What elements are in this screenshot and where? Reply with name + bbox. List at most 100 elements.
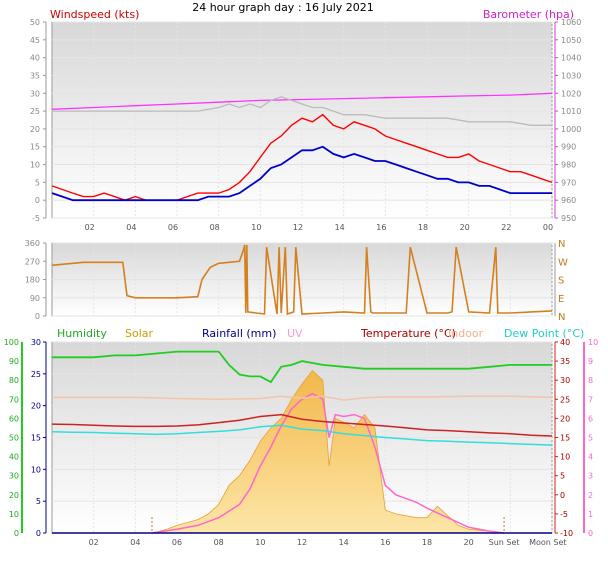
time-tick-label: 08	[214, 538, 224, 547]
temperature-tick-label: 5	[560, 472, 565, 481]
series-area-solar	[151, 370, 505, 534]
series-line-uv	[151, 392, 505, 534]
legend-uv: UV	[287, 327, 303, 340]
temperature-time-ticks: 02 04 06 08 10 12 14 16 18 20 Sun Set Moon Set	[89, 538, 567, 547]
direction-grid	[52, 242, 553, 317]
uv-tick-label: 3	[588, 472, 593, 481]
windspeed-tick-label: 25	[30, 107, 40, 116]
time-tick-label: 06	[168, 223, 178, 232]
windspeed-tick-label: 50	[30, 18, 40, 27]
time-tick-label: 16	[376, 223, 386, 232]
windspeed-tick-label: 10	[30, 161, 40, 170]
humidity-tick-label: 70	[9, 395, 19, 404]
humidity-tick-label: 100	[4, 338, 19, 347]
time-tick-label: 18	[418, 223, 428, 232]
barometer-tick-label: 1050	[561, 36, 581, 45]
time-tick-label: 04	[130, 538, 140, 547]
temperature-tick-label: 35	[560, 357, 570, 366]
temperature-tick-label: 25	[560, 395, 570, 404]
temperature-tick-label: 40	[560, 338, 570, 347]
legend-indoor: Indoor	[448, 327, 484, 340]
legend-rainfall: Rainfall (mm)	[202, 327, 276, 340]
series-line-temperature-c	[51, 413, 553, 437]
windspeed-tick-label: 35	[30, 71, 40, 80]
temperature-tick-label: 20	[560, 414, 570, 423]
barometer-tick-label: 970	[561, 178, 576, 187]
humidity-ticks: 0 10 20 30 40 50 60 70 80 90 100	[4, 338, 23, 538]
direction-tick-label: 360	[25, 239, 40, 248]
rainfall-tick-label: 5	[36, 497, 41, 506]
barometer-tick-label: 990	[561, 143, 576, 152]
series-line-dew-point-c	[51, 424, 553, 446]
barometer-tick-label: 980	[561, 161, 576, 170]
uv-tick-label: 7	[588, 395, 593, 404]
rainfall-tick-label: 0	[36, 529, 41, 538]
uv-tick-label: 1	[588, 510, 593, 519]
humidity-tick-label: 10	[9, 510, 19, 519]
time-tick-label: 04	[126, 223, 136, 232]
rainfall-tick-label: 10	[31, 465, 41, 474]
time-tick-label: Sun Set	[489, 538, 520, 547]
barometer-tick-label: 1030	[561, 71, 581, 80]
wind-time-ticks: 02 04 06 08 10 12 14 16 18 20 22 00	[85, 223, 554, 232]
time-tick-label: 06	[172, 538, 182, 547]
series-line-barometer	[51, 92, 553, 110]
legend-humidity: Humidity	[57, 327, 107, 340]
time-tick-label: 18	[422, 538, 432, 547]
direction-tick-label: 0	[35, 312, 40, 321]
uv-tick-label: 0	[588, 529, 593, 538]
time-tick-label: 10	[255, 538, 265, 547]
temperature-series	[51, 350, 553, 534]
uv-tick-label: 9	[588, 357, 593, 366]
time-tick-label: 12	[293, 223, 303, 232]
windspeed-tick-label: 0	[35, 196, 40, 205]
direction-degree-ticks: 0 90 180 270 360	[25, 239, 47, 321]
temperature-panel: Humidity Solar Rainfall (mm) UV Temperat…	[4, 327, 598, 547]
uv-tick-label: 6	[588, 414, 593, 423]
time-tick-label: 02	[85, 223, 95, 232]
rainfall-tick-label: 30	[31, 338, 41, 347]
temperature-tick-label: 10	[560, 453, 570, 462]
series-line-wind-direction	[51, 244, 553, 316]
windspeed-tick-label: 40	[30, 54, 40, 63]
wind-barometer-panel: 24 hour graph day : 16 July 2021 Windspe…	[30, 1, 582, 232]
barometer-tick-label: 1060	[561, 18, 581, 27]
barometer-tick-label: 1020	[561, 89, 581, 98]
compass-label: E	[558, 294, 564, 305]
compass-label: N	[558, 312, 565, 323]
humidity-tick-label: 60	[9, 414, 19, 423]
uv-tick-label: 8	[588, 376, 593, 385]
rainfall-tick-label: 15	[31, 434, 41, 443]
legend-temperature: Temperature (°C)	[360, 327, 456, 340]
series-line-average	[51, 145, 552, 202]
uv-tick-label: 2	[588, 491, 593, 500]
uv-tick-label: 10	[588, 338, 598, 347]
windspeed-ticks: -5 0 5 10 15 20 25 30 35 40 45 50	[30, 18, 47, 223]
barometer-tick-label: 960	[561, 196, 576, 205]
windspeed-tick-label: 20	[30, 125, 40, 134]
time-tick-label: Moon Set	[529, 538, 566, 547]
barometer-axis-label: Barometer (hpa)	[483, 8, 574, 21]
temperature-ticks: -10 -5 0 5 10 15 20 25 30 35 40	[554, 338, 573, 538]
compass-label: S	[558, 276, 564, 287]
series-line-indoor	[52, 395, 553, 401]
time-tick-label: 14	[335, 223, 345, 232]
time-tick-label: 12	[297, 538, 307, 547]
uv-tick-label: 4	[588, 453, 593, 462]
time-tick-label: 20	[460, 223, 470, 232]
time-tick-label: 16	[380, 538, 390, 547]
series-line-wind_chill	[52, 96, 552, 126]
rainfall-tick-label: 25	[31, 370, 41, 379]
time-tick-label: 08	[210, 223, 220, 232]
time-tick-label: 10	[251, 223, 261, 232]
barometer-ticks: 950 960 970 980 990 1000 1010 1020 1030 1040 1050 1…	[554, 18, 581, 223]
barometer-tick-label: 1010	[561, 107, 581, 116]
time-tick-label: 22	[501, 223, 511, 232]
time-tick-label: 14	[339, 538, 349, 547]
humidity-tick-label: 40	[9, 453, 19, 462]
time-tick-label: 20	[464, 538, 474, 547]
uv-ticks: 0 1 2 3 4 5 6 7 8 9 10	[583, 338, 598, 538]
